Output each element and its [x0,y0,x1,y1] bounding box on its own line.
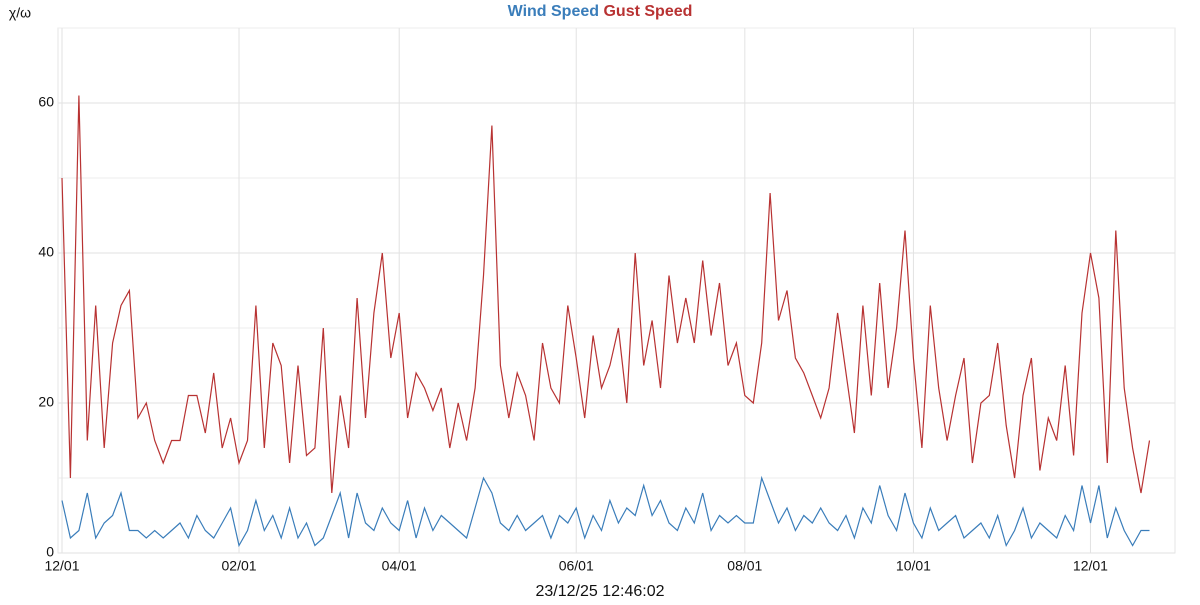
y-tick-label: 0 [46,544,54,560]
y-tick-label: 60 [38,94,54,110]
legend-entry: Wind Speed [508,3,599,20]
y-tick-label: 20 [38,394,54,410]
x-axis-label: 23/12/25 12:46:02 [535,583,664,600]
x-tick-label: 08/01 [727,558,762,574]
x-tick-label: 12/01 [44,558,79,574]
series-line [61,95,1151,494]
x-tick-label: 10/01 [896,558,931,574]
y-tick-label: 40 [38,244,54,260]
y-axis-label: χ/ω [9,5,31,21]
legend-entry: Gust Speed [603,3,692,20]
plot-area [57,27,1176,554]
x-tick-label: 04/01 [382,558,417,574]
x-tick-label: 06/01 [559,558,594,574]
legend: Wind Speed Gust Speed [508,3,693,20]
x-tick-label: 02/01 [222,558,257,574]
x-tick-label: 12/01 [1073,558,1108,574]
series-line [61,475,1150,548]
